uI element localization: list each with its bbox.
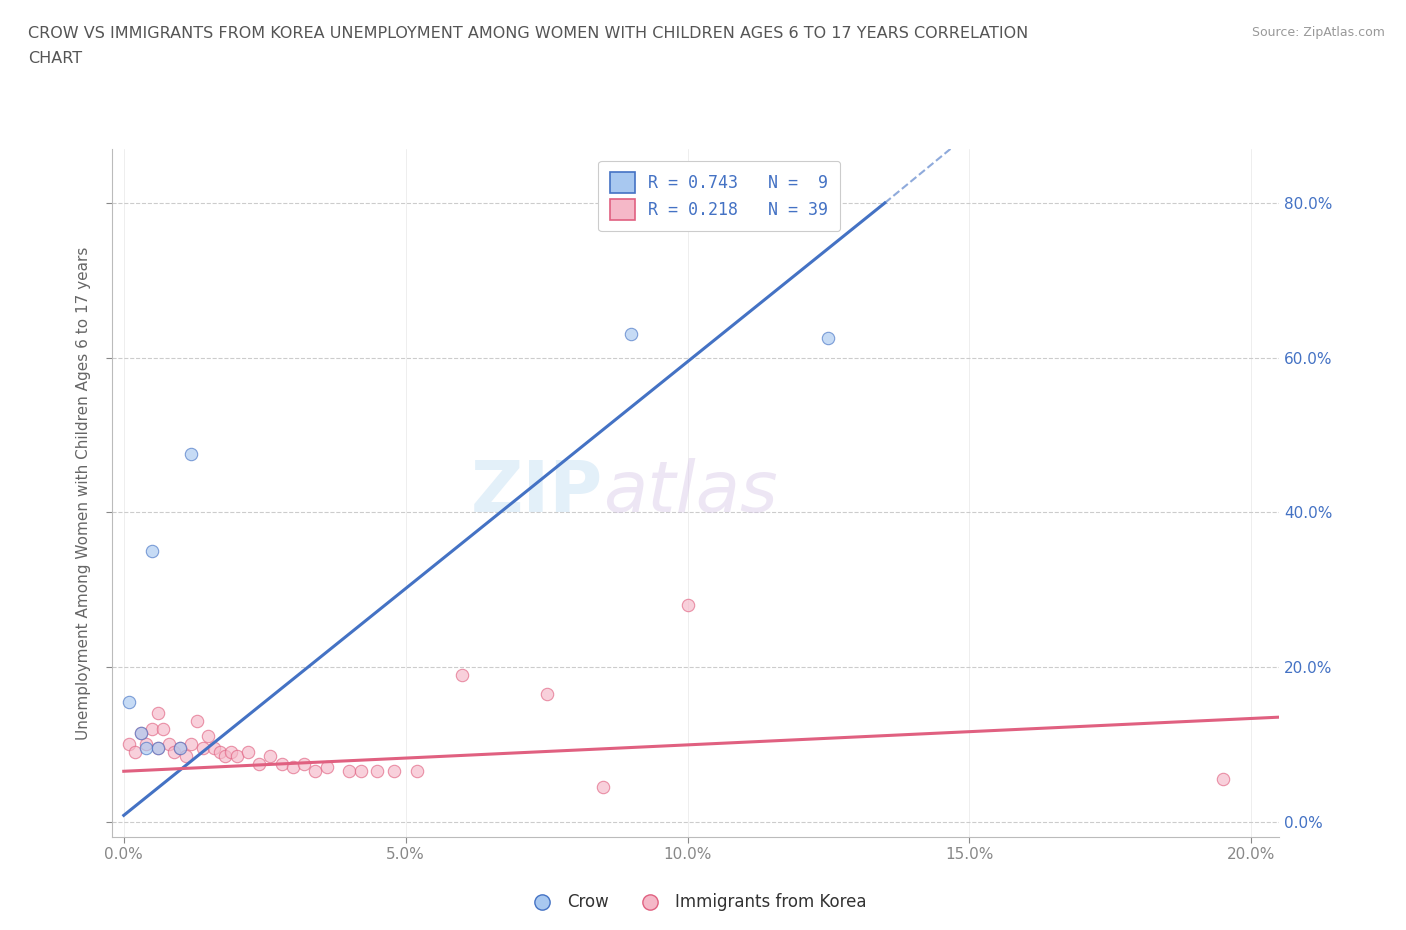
Point	[366, 764, 388, 778]
Point	[202, 740, 225, 755]
Point	[536, 686, 558, 701]
Point	[186, 713, 208, 728]
Point	[146, 740, 169, 755]
Point	[191, 740, 214, 755]
Point	[315, 760, 337, 775]
Point	[141, 543, 163, 558]
Point	[146, 740, 169, 755]
Point	[129, 725, 152, 740]
Point	[124, 745, 146, 760]
Text: CROW VS IMMIGRANTS FROM KOREA UNEMPLOYMENT AMONG WOMEN WITH CHILDREN AGES 6 TO 1: CROW VS IMMIGRANTS FROM KOREA UNEMPLOYME…	[28, 26, 1028, 41]
Point	[259, 749, 281, 764]
Text: CHART: CHART	[28, 51, 82, 66]
Point	[451, 667, 474, 682]
Point	[406, 764, 429, 778]
Text: atlas: atlas	[603, 458, 778, 527]
Point	[620, 327, 643, 342]
Point	[197, 729, 219, 744]
Point	[304, 764, 326, 778]
Point	[169, 740, 191, 755]
Point	[349, 764, 371, 778]
Point	[225, 749, 247, 764]
Point	[169, 740, 191, 755]
Point	[382, 764, 405, 778]
Point	[157, 737, 180, 751]
Point	[281, 760, 304, 775]
Point	[817, 331, 839, 346]
Point	[214, 749, 236, 764]
Point	[292, 756, 315, 771]
Point	[247, 756, 270, 771]
Point	[592, 779, 614, 794]
Point	[219, 745, 242, 760]
Text: ZIP: ZIP	[471, 458, 603, 527]
Text: Source: ZipAtlas.com: Source: ZipAtlas.com	[1251, 26, 1385, 39]
Point	[152, 722, 174, 737]
Point	[163, 745, 186, 760]
Point	[118, 737, 141, 751]
Legend: Crow, Immigrants from Korea: Crow, Immigrants from Korea	[519, 887, 873, 918]
Point	[676, 598, 699, 613]
Y-axis label: Unemployment Among Women with Children Ages 6 to 17 years: Unemployment Among Women with Children A…	[76, 246, 91, 739]
Point	[135, 740, 157, 755]
Point	[236, 745, 259, 760]
Point	[129, 725, 152, 740]
Point	[141, 722, 163, 737]
Point	[1212, 772, 1234, 787]
Point	[180, 446, 202, 461]
Point	[135, 737, 157, 751]
Point	[270, 756, 292, 771]
Point	[118, 694, 141, 709]
Point	[180, 737, 202, 751]
Point	[337, 764, 360, 778]
Point	[174, 749, 197, 764]
Point	[208, 745, 231, 760]
Point	[146, 706, 169, 721]
